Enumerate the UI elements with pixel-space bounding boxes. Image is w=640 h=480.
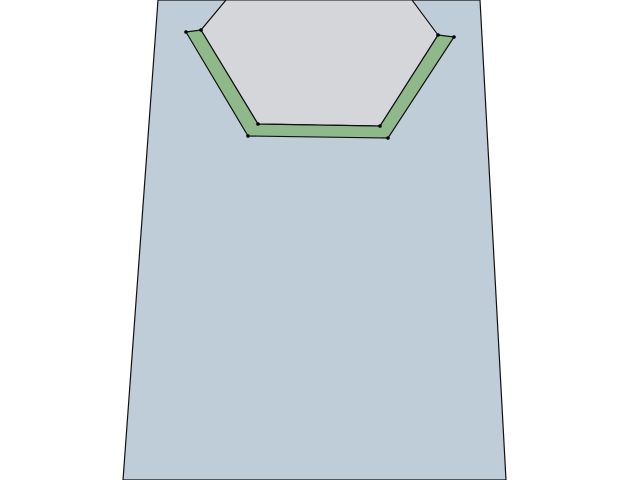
hole-edge-left: [200, 0, 227, 31]
vertex-2[interactable]: [199, 28, 203, 32]
vertex-7[interactable]: [436, 33, 440, 37]
vertex-5[interactable]: [378, 124, 382, 128]
vertex-3[interactable]: [256, 122, 260, 126]
wall-crease-edge: [200, 29, 439, 127]
vertex-4[interactable]: [246, 134, 250, 138]
hole-edge-right: [411, 0, 439, 36]
vertex-markers: [184, 28, 456, 140]
vertex-1[interactable]: [184, 30, 188, 34]
plate-face[interactable]: [122, 0, 507, 480]
vertex-6[interactable]: [386, 136, 390, 140]
vertex-8[interactable]: [452, 35, 456, 39]
